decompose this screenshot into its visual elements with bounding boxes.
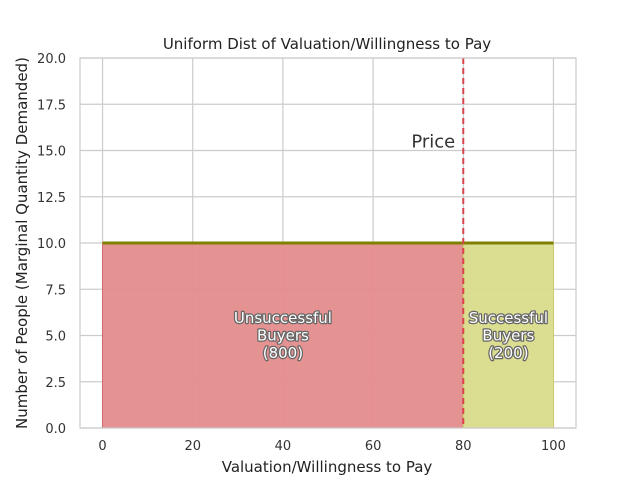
unsuccessful-buyers-label: Unsuccessful — [234, 309, 332, 327]
region-layer — [102, 242, 554, 429]
plot-frame — [79, 57, 577, 429]
y-axis-label: Number of People (Marginal Quantity Dema… — [13, 57, 31, 429]
successful-buyers-label: Successful — [469, 309, 548, 327]
label-layer: UnsuccessfulBuyers(800)SuccessfulBuyers(… — [233, 131, 550, 363]
chart-title: Uniform Dist of Valuation/Willingness to… — [163, 35, 491, 53]
successful-buyers-label: (200) — [488, 344, 528, 362]
successful-buyers-label: Buyers — [482, 327, 534, 345]
x-tick-label: 60 — [365, 439, 382, 454]
unsuccessful-buyers-region — [102, 242, 464, 429]
y-tick-label: 15.0 — [37, 145, 66, 160]
x-tick-label: 0 — [98, 439, 106, 454]
successful-buyers-region — [462, 242, 554, 429]
unsuccessful-buyers-label: Buyers — [257, 327, 309, 345]
y-tick-label: 10.0 — [37, 237, 66, 252]
y-tick-label: 0.0 — [45, 422, 66, 437]
unsuccessful-buyers-label: (800) — [263, 344, 303, 362]
y-tick-label: 7.5 — [45, 283, 66, 298]
y-tick-label: 17.5 — [37, 98, 66, 113]
x-tick-label: 100 — [541, 439, 566, 454]
x-tick-label: 20 — [184, 439, 201, 454]
price-label: Price — [411, 131, 455, 152]
y-tick-label: 5.0 — [45, 330, 66, 345]
y-tick-label: 2.5 — [45, 376, 66, 391]
x-axis-label: Valuation/Willingness to Pay — [222, 458, 433, 476]
line-layer — [102, 58, 554, 428]
x-tick-label: 40 — [275, 439, 292, 454]
y-tick-label: 20.0 — [37, 52, 66, 67]
y-tick-label: 12.5 — [37, 191, 66, 206]
tick-layer: 0 20 40 60 80 100 0.0 2.5 5.0 7.5 10.0 12.5 15.0 17.5… — [37, 52, 566, 454]
x-tick-label: 80 — [455, 439, 472, 454]
